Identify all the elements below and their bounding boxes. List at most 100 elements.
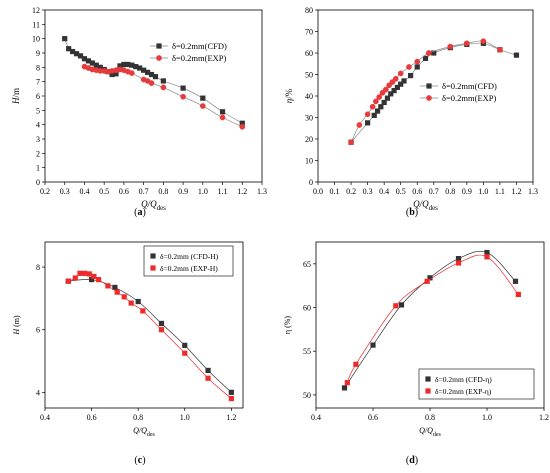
data-point [125,61,131,68]
data-point [431,50,437,56]
y-tick-label: 60 [305,49,313,58]
y-tick-label: 10 [32,35,40,44]
data-point [89,60,95,66]
plot-frame [44,9,263,183]
panel-label: (a) [134,207,146,218]
data-point [182,342,188,348]
data-point [97,64,103,70]
data-point [239,123,246,130]
legend-marker [426,83,432,89]
x-tick-label: 1.2 [226,413,236,422]
data-point [455,260,462,266]
plot-frame [44,241,244,409]
x-tick-label: 0.3 [363,187,373,196]
legend-marker [156,43,162,49]
data-point [158,320,165,327]
y-axis-label: H (m) [12,315,21,336]
data-point [424,278,430,284]
x-tick-label: 0.2 [346,187,356,196]
plot-frame [317,9,534,183]
series-fit-line [84,66,243,128]
data-point [376,94,383,100]
legend-label: δ=0.2mm (EXP-H) [160,264,218,273]
legend-marker [425,388,431,394]
data-point [408,72,414,79]
x-tick-label: 1.0 [478,187,488,196]
x-tick-label: 0.5 [99,187,109,196]
x-tick-label: 0.6 [412,187,422,196]
panel-label: (c) [134,455,145,466]
x-tick-label: 1.0 [198,187,208,196]
data-point [371,112,377,118]
data-point [463,40,470,47]
data-point [344,380,350,386]
data-point [398,302,405,308]
x-axis-label: Q/Qdes [133,426,155,438]
data-point [85,58,91,64]
data-point [93,62,99,68]
legend-label: δ=0.2mm(CFD) [442,81,497,91]
legend-label: δ=0.2mm (CFD-η) [435,375,492,384]
data-point [484,254,490,260]
data-point [180,93,186,100]
legend-marker [150,265,156,271]
data-point [384,95,391,101]
data-point [364,111,371,118]
data-point [109,71,115,78]
data-point [62,36,68,42]
y-tick-label: 50 [305,71,313,80]
y-tick-label: 7 [36,78,40,87]
legend: δ=0.2mm(CFD) δ=0.2mm(EXP) [150,41,227,63]
y-axis-label: H/m [11,88,21,105]
data-point [137,65,143,71]
x-tick-label: 1.0 [180,413,190,422]
data-point [66,46,72,52]
chart-panel-2: 0.0 0.1 0.2 0.3 0.4 0.5 0.6 0.7 0.8 0.9 1.0 1.1 1.2 1… [284,6,538,218]
x-tick-label: 0.5 [396,187,406,196]
data-point [356,122,363,128]
legend-marker [156,55,162,61]
y-tick-label: 0 [309,178,313,187]
x-tick-label: 1.2 [539,413,549,422]
y-tick-label: 3 [36,135,40,144]
y-tick-label: 9 [36,49,40,58]
y-tick-label: 55 [303,347,311,356]
data-point [219,114,226,121]
data-point [117,63,123,69]
x-tick-label: 1.2 [511,187,521,196]
x-tick-label: 0.3 [60,187,70,196]
data-point [341,385,348,391]
data-point [512,278,519,284]
x-axis-label: Q/Qdes [141,199,166,212]
data-point [388,91,394,97]
x-tick-label: 0.7 [429,187,439,196]
data-point [239,120,245,126]
data-point [141,67,147,73]
data-point [480,38,487,45]
data-point [447,43,454,50]
y-tick-label: 80 [305,6,313,15]
y-tick-label: 70 [305,28,313,37]
data-point [414,64,420,70]
y-tick-label: 6 [36,326,40,335]
series-fit-line [347,254,519,383]
data-point [348,139,354,146]
y-tick-label: 4 [36,121,40,130]
x-tick-label: 1.2 [237,187,247,196]
data-point [199,103,206,109]
x-tick-label: 0.8 [158,187,168,196]
data-point [353,361,359,367]
y-tick-label: 0 [36,178,40,187]
data-point [369,103,376,110]
legend-label: δ=0.2mm(EXP) [442,93,497,103]
data-point [160,84,167,91]
data-point [228,389,234,395]
data-point [82,270,88,276]
data-point [140,308,146,314]
data-point [182,350,188,356]
legend-marker [150,253,156,259]
data-point [77,53,84,59]
legend-label: δ=0.2mm(EXP) [172,53,227,63]
chart-panel-1: 0.2 0.3 0.4 0.5 0.6 0.7 0.8 0.9 1.0 1.1 1.2 1.30123… [11,6,267,218]
legend-box [418,368,535,400]
